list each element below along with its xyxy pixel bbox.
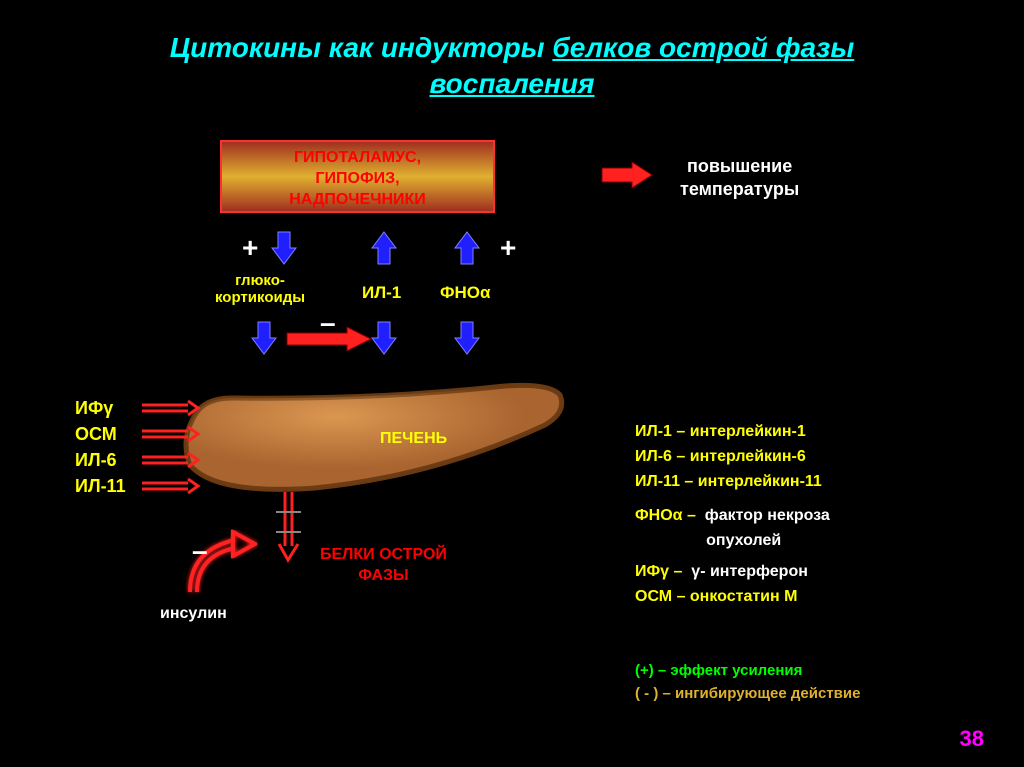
liver-label: ПЕЧЕНЬ: [380, 430, 447, 448]
arrow-up-fno: [453, 230, 481, 271]
liver-icon: [175, 370, 575, 515]
acute-phase-label: БЕЛКИ ОСТРОЙ ФАЗЫ: [320, 545, 447, 587]
left-label-ifg: ИФγ: [75, 395, 126, 421]
hypothalamus-box: ГИПОТАЛАМУС, ГИПОФИЗ, НАДПОЧЕЧНИКИ: [220, 140, 495, 213]
legend-block: ИЛ-1 – интерлейкин-1 ИЛ-6 – интерлейкин-…: [635, 420, 830, 610]
acute-line1: БЕЛКИ ОСТРОЙ: [320, 546, 447, 563]
temperature-label: повышение температуры: [680, 155, 799, 202]
left-cytokine-labels: ИФγ ОСМ ИЛ-6 ИЛ-11: [75, 395, 126, 499]
arrow-up-il1: [370, 230, 398, 271]
gluco-label: глюко- кортикоиды: [215, 272, 305, 306]
title-part2: белков острой фазы: [552, 32, 854, 63]
hypo-line1: ГИПОТАЛАМУС,: [222, 148, 493, 169]
left-label-il11: ИЛ-11: [75, 473, 126, 499]
hypo-line3: НАДПОЧЕЧНИКИ: [222, 190, 493, 211]
arrow-down-gluco2: [250, 320, 278, 361]
inhibit-arrow-icon: [285, 325, 375, 358]
legend-signs-block: (+) – эффект усиления ( - ) – ингибирующ…: [635, 660, 860, 705]
legend-il11: ИЛ-11 – интерлейкин-11: [635, 470, 830, 495]
arrow-down-gluco: [270, 230, 298, 271]
gluco-line2: кортикоиды: [215, 289, 305, 306]
temp-line2: температуры: [680, 179, 799, 199]
title-part3: воспаления: [429, 68, 594, 99]
fno-label: ФНОα: [440, 283, 490, 303]
minus-sign-insulin: –: [192, 535, 208, 567]
liver-output-arrows: [272, 490, 312, 575]
legend-plus-line: (+) – эффект усиления: [635, 660, 860, 683]
arrow-down-il1: [370, 320, 398, 361]
temp-arrow-icon: [600, 160, 655, 195]
temp-line1: повышение: [687, 156, 792, 176]
legend-il6: ИЛ-6 – интерлейкин-6: [635, 445, 830, 470]
plus-sign-right: +: [500, 232, 516, 264]
gluco-line1: глюко-: [235, 272, 285, 289]
il1-label: ИЛ-1: [362, 283, 401, 303]
title-part1: Цитокины как индукторы: [170, 32, 553, 63]
slide-number: 38: [960, 726, 984, 752]
insulin-arrow-icon: [175, 520, 275, 605]
acute-line2: ФАЗЫ: [358, 567, 409, 584]
left-label-il6: ИЛ-6: [75, 447, 126, 473]
plus-sign-left: +: [242, 232, 258, 264]
legend-osm: ОСМ – онкостатин М: [635, 585, 830, 610]
arrow-down-fno: [453, 320, 481, 361]
insulin-label: инсулин: [160, 605, 227, 623]
left-label-osm: ОСМ: [75, 421, 126, 447]
legend-il1: ИЛ-1 – интерлейкин-1: [635, 420, 830, 445]
hypo-line2: ГИПОФИЗ,: [222, 169, 493, 190]
slide-title: Цитокины как индукторы белков острой фаз…: [0, 30, 1024, 103]
legend-minus-line: ( - ) – ингибирующее действие: [635, 683, 860, 706]
legend-ifg: ИФγ – γ- интерферон: [635, 560, 830, 585]
left-red-arrows: [140, 395, 202, 510]
legend-fno: ФНОα – фактор некроза опухолей: [635, 504, 830, 554]
